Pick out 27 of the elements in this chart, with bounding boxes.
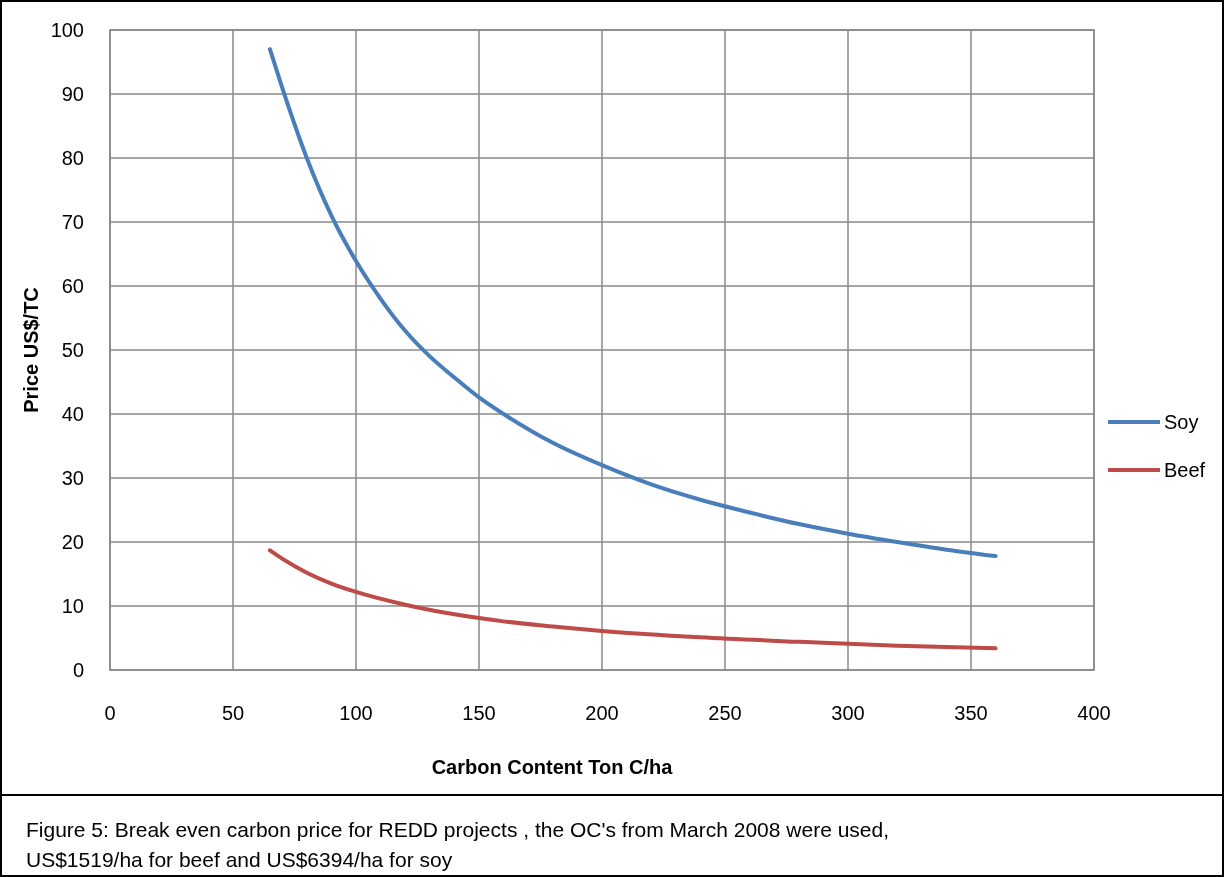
legend-label: Beef [1164,459,1206,481]
line-series [267,47,998,559]
line-series [267,548,998,651]
x-tick-label: 200 [585,702,619,724]
y-tick-label: 50 [61,339,84,361]
x-tick-label: 150 [462,702,496,724]
y-tick-label: 90 [61,83,84,105]
x-axis-title: Carbon Content Ton C/ha [431,756,674,778]
y-tick-label: 60 [61,275,84,297]
x-tick-label: 300 [831,702,865,724]
caption: Figure 5: Break even carbon price for REDD projects , the OC's from March 2008 were used, US$1519/ha for beef and US$6394/ha for soy [26,818,890,871]
x-tick-label: 0 [104,702,116,724]
x-tick-label: 350 [954,702,988,724]
y-tick-label: 0 [72,659,84,681]
y-tick-label: 40 [61,403,84,425]
x-tick-label: 400 [1077,702,1111,724]
x-tick-label: 50 [221,702,245,724]
x-tick-label: 250 [708,702,742,724]
y-axis-title: Price US$/TC [20,287,42,413]
y-tick-label: 80 [61,147,84,169]
y-tick-label: 30 [61,467,84,489]
x-tick-label: 100 [339,702,373,724]
y-tick-label: 70 [61,211,84,233]
y-tick-label: 20 [61,531,84,553]
legend-label: Soy [1164,411,1199,433]
y-tick-label: 100 [50,19,84,41]
y-tick-label: 10 [61,595,84,617]
